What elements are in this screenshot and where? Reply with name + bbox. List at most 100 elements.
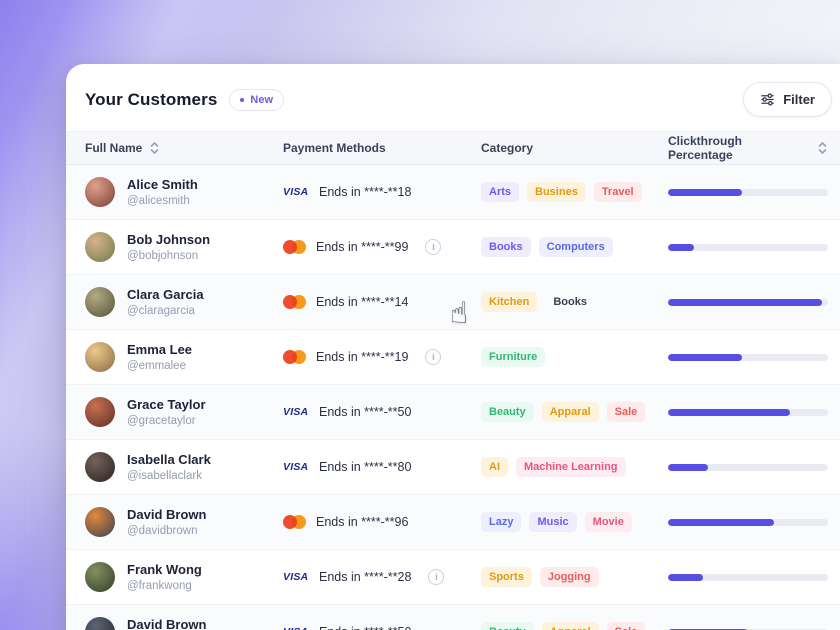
customer-cell: Bob Johnson @bobjohnson	[85, 232, 283, 262]
column-full-name: Full Name	[85, 141, 283, 155]
visa-icon: VISA	[283, 571, 309, 583]
category-tag: Computers	[538, 237, 613, 257]
payment-cell: Ends in ****-**96	[283, 514, 481, 530]
info-icon[interactable]: i	[428, 569, 445, 585]
progress-fill	[668, 518, 774, 526]
card-ends-text: Ends in ****-**50	[319, 405, 412, 419]
payment-cell: Ends in ****-**99 i	[283, 239, 481, 255]
avatar	[85, 452, 115, 482]
progress-track	[668, 518, 828, 526]
customer-cell: Emma Lee @emmalee	[85, 342, 283, 372]
customer-name: Frank Wong	[127, 562, 202, 578]
customer-name: Clara Garcia	[127, 287, 204, 303]
customer-identity: David Brown@davidbrown	[127, 507, 206, 537]
clickthrough-cell	[668, 463, 828, 471]
progress-track	[668, 243, 828, 251]
payment-cell: VISA Ends in ****-**50	[283, 625, 481, 630]
table-body: Alice Smith @alicesmith VISA Ends in ****-*…	[66, 165, 840, 630]
progress-track	[668, 188, 828, 196]
info-icon[interactable]: i	[425, 239, 442, 255]
category-tag: Apparal	[541, 402, 599, 422]
new-badge: New	[229, 88, 285, 111]
info-icon[interactable]: i	[425, 349, 442, 365]
avatar	[85, 397, 115, 427]
customer-handle: @emmalee	[127, 359, 186, 372]
filter-button[interactable]: Filter	[743, 82, 832, 117]
table-row-grid: Frank Wong @frankwong VISA Ends in ****-**2…	[66, 550, 832, 604]
customer-cell: Clara Garcia @claragarcia	[85, 287, 283, 317]
category-tag: Books	[481, 237, 531, 257]
sort-icon[interactable]	[817, 141, 828, 155]
table-row[interactable]: Isabella Clark @isabellaclark VISA Ends in …	[66, 440, 840, 495]
payment-cell: Ends in ****-**19 i	[283, 349, 481, 365]
progress-fill	[668, 243, 694, 251]
table-row[interactable]: Alice Smith @alicesmith VISA Ends in ****-*…	[66, 165, 840, 220]
customer-name: David Brown	[127, 617, 207, 630]
category-tag: Beauty	[481, 402, 534, 422]
clickthrough-cell	[668, 298, 828, 306]
table-row[interactable]: Grace Taylor @gracetaylor VISA Ends in ****…	[66, 385, 840, 440]
card-ends-text: Ends in ****-**99	[316, 240, 409, 254]
customer-cell: Alice Smith @alicesmith	[85, 177, 283, 207]
customer-name: Grace Taylor	[127, 397, 206, 413]
visa-icon: VISA	[283, 186, 309, 198]
customer-handle: @alicesmith	[127, 194, 190, 207]
category-cell: AI Machine Learning	[481, 457, 668, 477]
sort-icon[interactable]	[149, 141, 160, 155]
table-row[interactable]: Bob Johnson @bobjohnson Ends in ****-**99 i…	[66, 220, 840, 275]
clickthrough-cell	[668, 573, 828, 581]
customer-cell: David Brown@davidbrown	[85, 507, 283, 537]
clickthrough-cell	[668, 408, 828, 416]
table-row[interactable]: David Brown @davidbrown Ends in ****-**96 L…	[66, 495, 840, 550]
card-ends-text: Ends in ****-**14	[316, 295, 409, 309]
progress-fill	[668, 628, 748, 630]
progress-fill	[668, 573, 704, 581]
customer-cell: Grace Taylor @gracetaylor	[85, 397, 283, 427]
category-tag: Lazy	[481, 512, 522, 532]
customer-cell: David Brown@davidbrown	[85, 617, 283, 630]
table-row-grid: David Brown@davidbrown VISA Ends in ****-*…	[66, 605, 832, 630]
table-row-grid: David Brown @davidbrown Ends in ****-**96 L…	[66, 495, 832, 549]
category-cell: Lazy Music Movie	[481, 512, 668, 532]
progress-track	[668, 353, 828, 361]
customers-card: Your Customers New Filter	[66, 64, 840, 630]
badge-dot-icon	[240, 97, 245, 102]
category-cell: Beauty Apparal Sale	[481, 402, 668, 422]
table-row[interactable]: Clara Garcia @claragarcia Ends in ****-**1…	[66, 275, 840, 330]
clickthrough-cell	[668, 243, 828, 251]
cursor-pointer-icon: ☝	[450, 296, 469, 331]
avatar	[85, 342, 115, 372]
table-row[interactable]: Emma Lee @emmalee Ends in ****-**19 i Furnit…	[66, 330, 840, 385]
column-category: Category	[481, 141, 534, 155]
card-ends-text: Ends in ****-**28	[319, 570, 412, 584]
mastercard-icon	[283, 294, 307, 310]
visa-icon: VISA	[283, 461, 309, 473]
filter-label: Filter	[783, 92, 815, 107]
payment-cell: Ends in ****-**14	[283, 294, 481, 310]
customer-handle: @frankwong	[127, 579, 192, 592]
avatar	[85, 177, 115, 207]
category-tag: Jogging	[539, 567, 599, 587]
category-cell: Arts Busines Travel	[481, 182, 668, 202]
customer-cell: Frank Wong @frankwong	[85, 562, 283, 592]
table-row-grid: Clara Garcia @claragarcia Ends in ****-**1…	[66, 275, 832, 329]
category-tag: Beauty	[481, 622, 534, 630]
customer-identity: Bob Johnson @bobjohnson	[127, 232, 210, 262]
category-cell: Furniture	[481, 347, 668, 367]
avatar	[85, 232, 115, 262]
progress-fill	[668, 298, 822, 306]
payment-cell: VISA Ends in ****-**28 i	[283, 569, 481, 585]
customer-name: Emma Lee	[127, 342, 193, 358]
customer-name: Alice Smith	[127, 177, 198, 193]
clickthrough-cell	[668, 188, 828, 196]
customer-identity: David Brown@davidbrown	[127, 617, 206, 630]
table-row[interactable]: David Brown@davidbrown VISA Ends in ****-*…	[66, 605, 840, 630]
category-tag: Apparal	[541, 622, 599, 630]
category-tag: Sports	[481, 567, 532, 587]
customer-handle: @bobjohnson	[127, 249, 199, 262]
table-row[interactable]: Frank Wong @frankwong VISA Ends in ****-**2…	[66, 550, 840, 605]
customer-identity: Emma Lee @emmalee	[127, 342, 192, 372]
visa-icon: VISA	[283, 626, 310, 630]
column-payment-methods: Payment Methods	[283, 141, 386, 155]
progress-fill	[668, 188, 742, 196]
